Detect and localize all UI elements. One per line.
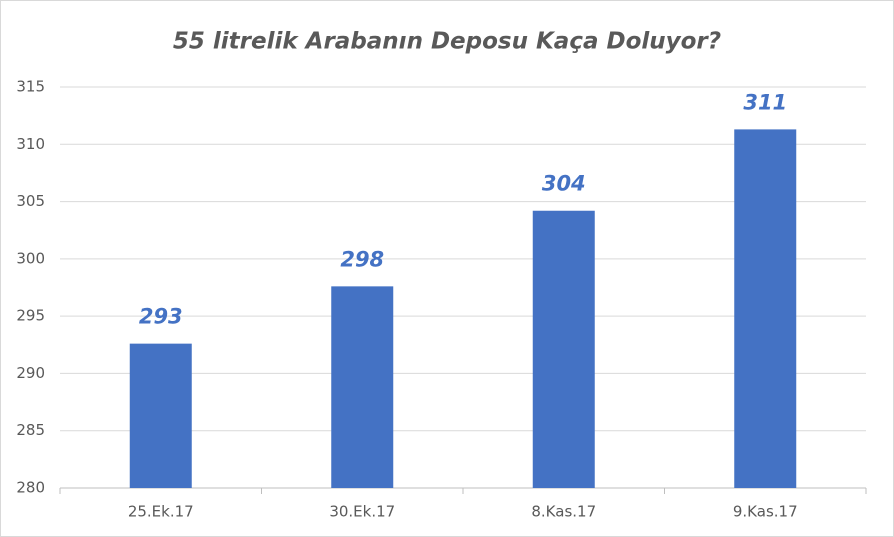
bar	[734, 129, 797, 489]
x-tick-label: 9.Kas.17	[733, 503, 798, 521]
x-tick-label: 30.Ek.17	[329, 503, 395, 521]
bar	[532, 210, 595, 489]
y-tick-label: 290	[16, 364, 45, 382]
bar	[129, 343, 192, 488]
y-tick-label: 285	[16, 421, 45, 439]
y-tick-label: 295	[16, 307, 45, 325]
y-tick-label: 305	[16, 192, 45, 210]
value-label: 293	[139, 305, 183, 329]
chart-title: 55 litrelik Arabanın Deposu Kaça Doluyor…	[173, 29, 721, 55]
y-tick-label: 300	[16, 249, 45, 267]
value-label: 311	[743, 90, 787, 114]
value-label: 298	[340, 247, 384, 271]
x-tick-label: 8.Kas.17	[531, 503, 596, 521]
value-label: 304	[542, 172, 586, 196]
bar	[331, 286, 394, 488]
y-tick-label: 310	[16, 135, 45, 153]
x-tick-label: 25.Ek.17	[128, 503, 194, 521]
y-tick-label: 315	[16, 78, 45, 96]
y-tick-label: 280	[16, 479, 45, 497]
